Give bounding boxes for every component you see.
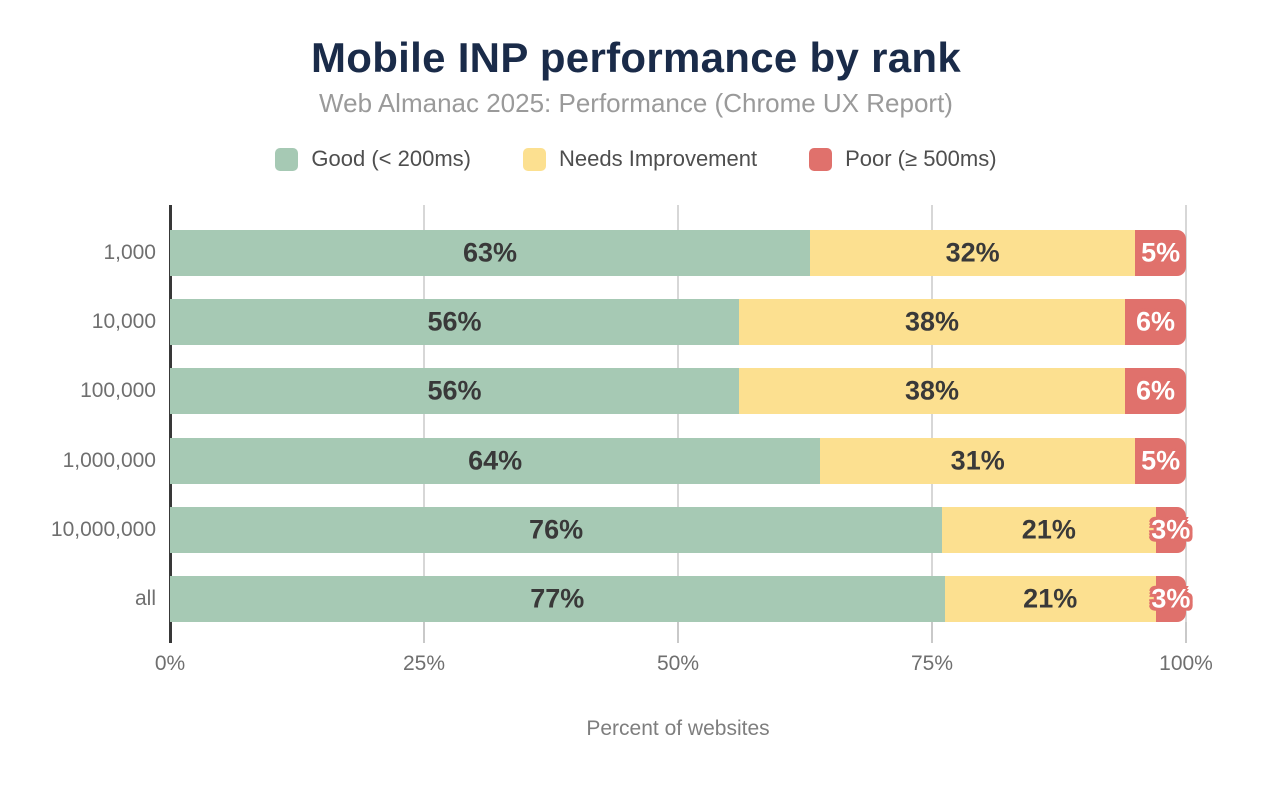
bar-value-label: 76% [529, 514, 584, 545]
x-axis-title: Percent of websites [586, 717, 770, 740]
x-tick-mark [931, 622, 933, 643]
stacked-bar: 63% 32% 5% [170, 230, 1186, 276]
bar-value-label: 3% [1151, 514, 1191, 545]
stacked-bar: 77% 21% 3% [170, 576, 1190, 622]
legend: Good (< 200ms) Needs Improvement Poor (≥… [0, 146, 1272, 172]
bar-segment-good: 56% [170, 299, 739, 346]
bar-value-label: 32% [945, 237, 1000, 268]
x-tick-label: 25% [402, 652, 446, 675]
bar-segment-poor: 3% [1151, 506, 1190, 553]
bar-value-label: 56% [427, 306, 482, 337]
bar-value-label: 5% [1141, 445, 1181, 476]
category-label: 100,000 [80, 379, 156, 403]
legend-item-good: Good (< 200ms) [275, 146, 471, 172]
bar-value-label: 38% [904, 306, 960, 337]
gridline-100 [1185, 205, 1187, 622]
legend-item-needs-improvement: Needs Improvement [523, 146, 757, 172]
bar-value-label: 63% [463, 237, 518, 268]
bar-segment-needs-improvement: 31% [820, 437, 1136, 484]
bar-segment-needs-improvement: 38% [738, 299, 1126, 346]
bar-value-label: 6% [1135, 306, 1176, 337]
legend-label-poor: Poor (≥ 500ms) [845, 146, 997, 171]
y-axis-line [168, 205, 172, 643]
bar-value-label: 21% [1021, 514, 1076, 545]
bar-value-label: 6% [1135, 375, 1176, 406]
x-tick-label: 50% [656, 652, 700, 675]
stacked-bar: 76% 21% 3% [170, 506, 1190, 553]
bar-value-label: 38% [904, 375, 960, 406]
bar-segment-needs-improvement: 38% [738, 368, 1126, 415]
category-label: 1,000,000 [62, 448, 156, 472]
stacked-bar: 56% 38% 6% [170, 299, 1186, 346]
bar-segment-poor: 3% [1151, 576, 1190, 622]
category-label: 10,000 [91, 310, 156, 334]
chart-subtitle: Web Almanac 2025: Performance (Chrome UX… [319, 88, 953, 118]
x-tick-mark [1185, 622, 1187, 643]
bar-row: 1,000 63% 32% 5% [0, 230, 1272, 276]
x-tick-label: 75% [910, 652, 954, 675]
bar-row: 10,000 56% 38% 6% [0, 299, 1272, 346]
stacked-bar: 56% 38% 6% [170, 368, 1186, 415]
bar-value-label: 31% [950, 445, 1005, 476]
bar-segment-needs-improvement: 21% [944, 576, 1156, 622]
good-swatch-icon [275, 147, 299, 171]
x-tick-mark [423, 622, 425, 643]
legend-label-needs-improvement: Needs Improvement [559, 146, 758, 171]
category-label: all [134, 587, 156, 610]
bar-segment-needs-improvement: 32% [810, 230, 1136, 276]
bar-value-label: 21% [1023, 583, 1078, 614]
bar-value-label: 64% [468, 445, 523, 476]
x-tick-label: 0% [154, 652, 186, 675]
stacked-bar: 64% 31% 5% [170, 437, 1186, 484]
bar-segment-poor: 6% [1125, 368, 1186, 415]
needs-improvement-swatch-icon [523, 147, 546, 171]
legend-item-poor: Poor (≥ 500ms) [809, 146, 997, 172]
bar-value-label: 56% [427, 375, 482, 406]
bar-segment-good: 64% [170, 437, 821, 484]
bar-value-label: 3% [1151, 583, 1191, 614]
bar-row: all 77% 21% 3% [0, 576, 1272, 622]
bar-row: 10,000,000 76% 21% 3% [0, 506, 1272, 553]
bar-segment-good: 77% [170, 576, 945, 622]
category-label: 1,000 [103, 241, 156, 264]
legend-label-good: Good (< 200ms) [311, 146, 471, 171]
bar-row: 100,000 56% 38% 6% [0, 368, 1272, 415]
bar-segment-poor: 5% [1135, 230, 1186, 276]
bar-segment-poor: 6% [1125, 299, 1186, 346]
chart-title: Mobile INP performance by rank [310, 34, 962, 81]
bar-value-label: 5% [1141, 237, 1181, 268]
bar-segment-good: 76% [170, 506, 943, 553]
category-label: 10,000,000 [50, 517, 156, 541]
x-tick-mark [677, 622, 679, 643]
bar-segment-good: 56% [170, 368, 739, 415]
x-tick-label: 100% [1159, 652, 1213, 675]
bar-row: 1,000,000 64% 31% 5% [0, 437, 1272, 484]
bar-segment-needs-improvement: 21% [942, 506, 1156, 553]
bar-segment-good: 63% [170, 230, 811, 276]
poor-swatch-icon [809, 147, 833, 171]
bar-value-label: 77% [530, 583, 585, 614]
bar-segment-poor: 5% [1135, 437, 1186, 484]
